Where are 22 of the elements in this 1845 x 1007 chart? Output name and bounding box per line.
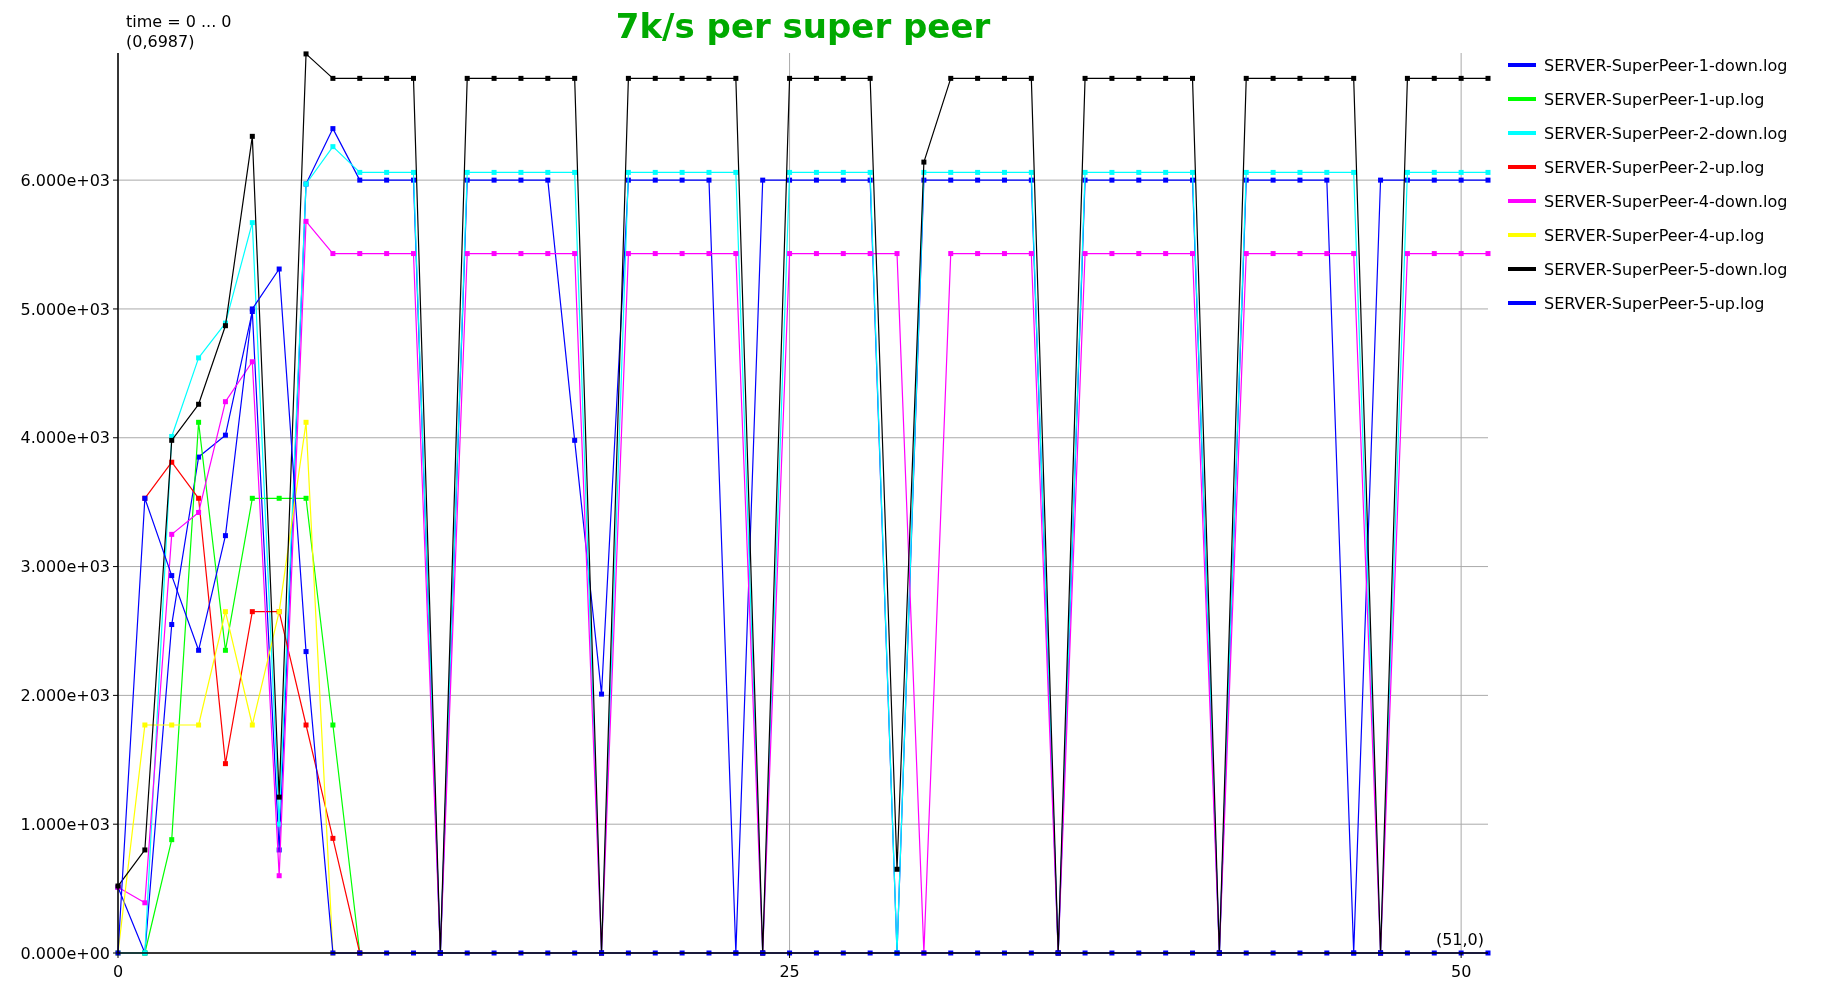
- y-tick-label: 2.000e+03: [20, 685, 110, 705]
- x-tick-label: 25: [779, 962, 800, 981]
- x-tick-label: 0: [112, 962, 124, 981]
- legend-label: SERVER-SuperPeer-4-up.log: [1544, 226, 1765, 245]
- y-tick-label: 4.000e+03: [20, 428, 110, 448]
- legend-label: SERVER-SuperPeer-2-up.log: [1544, 158, 1765, 177]
- legend-label: SERVER-SuperPeer-1-up.log: [1544, 90, 1765, 109]
- annotation: (51,0): [1435, 930, 1484, 949]
- chart-title: 7k/s per super peer: [615, 6, 991, 46]
- text: time = 0 ... 0: [126, 12, 232, 31]
- legend-label: SERVER-SuperPeer-1-down.log: [1544, 56, 1788, 75]
- text: (0,6987): [126, 32, 195, 51]
- legend-label: SERVER-SuperPeer-5-up.log: [1544, 294, 1765, 313]
- y-tick-label: 6.000e+03: [20, 170, 110, 190]
- y-tick-label: 3.000e+03: [20, 557, 110, 577]
- legend-label: SERVER-SuperPeer-2-down.log: [1544, 124, 1788, 143]
- y-tick-label: 1.000e+03: [20, 814, 110, 834]
- y-tick-label: 5.000e+03: [20, 299, 110, 319]
- legend-label: SERVER-SuperPeer-5-down.log: [1544, 260, 1788, 279]
- y-tick-label: 0.000e+00: [20, 943, 110, 963]
- legend-label: SERVER-SuperPeer-4-down.log: [1544, 192, 1788, 211]
- x-tick-label: 50: [1450, 962, 1472, 981]
